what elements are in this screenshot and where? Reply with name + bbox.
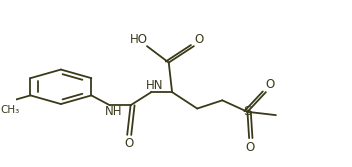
Text: O: O xyxy=(124,137,133,150)
Text: S: S xyxy=(243,105,252,118)
Text: NH: NH xyxy=(105,105,122,118)
Text: CH₃: CH₃ xyxy=(0,105,20,115)
Text: HN: HN xyxy=(146,79,163,92)
Text: O: O xyxy=(265,78,275,91)
Text: O: O xyxy=(194,33,203,46)
Text: HO: HO xyxy=(130,33,147,46)
Text: O: O xyxy=(245,141,255,154)
